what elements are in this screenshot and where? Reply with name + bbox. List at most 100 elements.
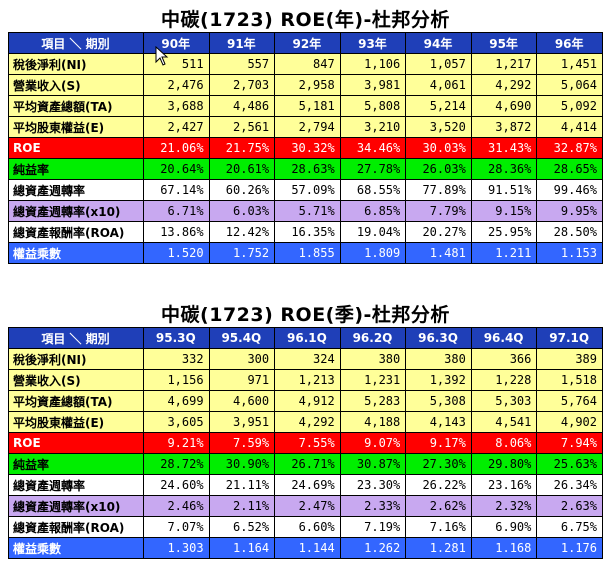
table-cell: 26.22% [405,474,472,496]
table-cell: 380 [405,348,472,370]
table-cell: 32.87% [536,137,603,159]
period-header[interactable]: 90年 [143,32,210,54]
table-cell: 4,414 [536,116,603,138]
table-row: 營業收入(S) 2,476 2,703 2,958 3,981 4,061 4,292 5,0… [8,74,603,96]
table-cell: 2,794 [274,116,341,138]
table-cell: 91.51% [470,179,538,201]
table-cell: 4,486 [208,95,276,117]
table-cell: 6.03% [208,200,276,222]
table-cell: 4,143 [405,411,472,433]
table-cell: 2.32% [470,495,538,517]
table-cell: 20.61% [208,158,276,180]
period-header[interactable]: 93年 [339,32,407,54]
table-cell: 2,476 [143,74,210,96]
quarterly-dupont-title: 中碳(1723) ROE(季)-杜邦分析 [161,304,450,326]
period-header[interactable]: 96.4Q [470,327,538,349]
table-cell: 67.14% [143,179,210,201]
table-cell: 511 [143,53,210,75]
table-cell: 21.11% [208,474,276,496]
table-cell: 1,231 [339,369,407,391]
row-label: 營業收入(S) [8,74,144,96]
table-header-row: 項目 ＼ 期別 90年 91年 92年 93年 94年 95年 96年 [8,32,603,54]
table-cell: 16.35% [274,221,341,243]
table-cell: 380 [339,348,407,370]
row-label: 總資產週轉率 [8,179,144,201]
table-cell: 5,283 [339,390,407,412]
table-cell: 1,228 [470,369,538,391]
table-cell: 7.19% [339,516,407,538]
table-row: 權益乘數 1.303 1.164 1.144 1.262 1.281 1.168 1.176 [8,537,603,559]
table-cell: 4,061 [405,74,472,96]
period-header[interactable]: 95.4Q [208,327,276,349]
table-cell: 2.11% [208,495,276,517]
table-cell: 25.63% [536,453,603,475]
table-cell: 3,210 [339,116,407,138]
table-cell: 6.71% [143,200,210,222]
table-row: 權益乘數 1.520 1.752 1.855 1.809 1.481 1.211 1.153 [8,242,603,264]
period-header[interactable]: 92年 [274,32,341,54]
period-header[interactable]: 96.2Q [339,327,407,349]
table-cell: 6.85% [339,200,407,222]
table-cell: 6.75% [536,516,603,538]
table-cell: 20.64% [143,158,210,180]
table-cell: 366 [470,348,538,370]
row-label: 總資產週轉率(x10) [8,200,144,222]
table-cell: 31.43% [470,137,538,159]
table-cell: 1.281 [405,537,472,559]
table-cell: 23.30% [339,474,407,496]
table-cell: 60.26% [208,179,276,201]
period-header[interactable]: 96年 [536,32,603,54]
table-cell: 6.60% [274,516,341,538]
period-header[interactable]: 97.1Q [536,327,603,349]
period-header[interactable]: 95.3Q [143,327,210,349]
table-header-row: 項目 ＼ 期別 95.3Q 95.4Q 96.1Q 96.2Q 96.3Q 96… [8,327,603,349]
table-cell: 3,688 [143,95,210,117]
row-label: 稅後淨利(NI) [8,53,144,75]
table-cell: 9.15% [470,200,538,222]
table-cell: 28.50% [536,221,603,243]
period-header[interactable]: 95年 [470,32,538,54]
table-row: 平均股東權益(E) 3,605 3,951 4,292 4,188 4,143 4,541 4… [8,411,603,433]
table-cell: 28.36% [470,158,538,180]
row-label: 平均股東權益(E) [8,411,144,433]
table-cell: 9.95% [536,200,603,222]
period-header[interactable]: 96.3Q [405,327,472,349]
table-cell: 4,600 [208,390,276,412]
table-cell: 4,292 [274,411,341,433]
row-label: ROE [8,432,144,454]
table-cell: 5,303 [470,390,538,412]
corner-header: 項目 ＼ 期別 [8,32,144,54]
table-cell: 7.94% [536,432,603,454]
table-cell: 1,156 [143,369,210,391]
period-header[interactable]: 94年 [405,32,472,54]
table-cell: 30.03% [405,137,472,159]
table-cell: 4,902 [536,411,603,433]
table-cell: 7.16% [405,516,472,538]
table-cell: 4,188 [339,411,407,433]
table-cell: 4,699 [143,390,210,412]
table-row: 總資產週轉率(x10) 2.46% 2.11% 2.47% 2.33% 2.62% 2.32… [8,495,603,517]
table-cell: 57.09% [274,179,341,201]
table-cell: 389 [536,348,603,370]
row-label: 純益率 [8,453,144,475]
row-label: 總資產週轉率 [8,474,144,496]
table-cell: 1,518 [536,369,603,391]
table-cell: 5,214 [405,95,472,117]
table-cell: 1.303 [143,537,210,559]
table-cell: 2.47% [274,495,341,517]
period-header[interactable]: 91年 [208,32,276,54]
table-cell: 77.89% [405,179,472,201]
table-cell: 1.168 [470,537,538,559]
table-cell: 5,764 [536,390,603,412]
table-row: ROE 21.06% 21.75% 30.32% 34.46% 30.03% 31.43% 3… [8,137,603,159]
table-cell: 27.78% [339,158,407,180]
table-cell: 1.520 [143,242,210,264]
table-cell: 1.211 [470,242,538,264]
table-cell: 19.04% [339,221,407,243]
table-cell: 23.16% [470,474,538,496]
table-cell: 30.90% [208,453,276,475]
period-header[interactable]: 96.1Q [274,327,341,349]
table-cell: 9.07% [339,432,407,454]
table-cell: 1,213 [274,369,341,391]
table-cell: 68.55% [339,179,407,201]
